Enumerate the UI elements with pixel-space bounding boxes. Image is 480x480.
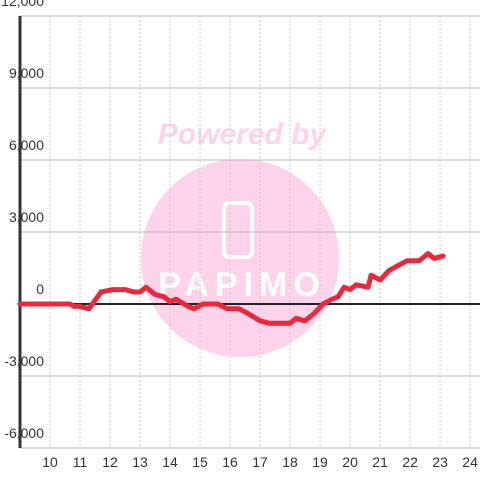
x-tick-label: 10 <box>42 454 58 470</box>
x-tick-label: 24 <box>462 454 478 470</box>
x-tick-label: 22 <box>402 454 418 470</box>
x-tick-label: 18 <box>282 454 298 470</box>
x-tick-label: 11 <box>73 454 88 470</box>
x-tick-label: 16 <box>222 454 238 470</box>
watermark: Powered by PAPIMO <box>141 118 339 357</box>
plot <box>17 251 446 326</box>
y-tick-label: 9,000 <box>9 65 44 81</box>
y-tick-label: -3,000 <box>4 353 44 369</box>
line-series <box>17 251 446 326</box>
x-tick-label: 17 <box>252 454 268 470</box>
x-tick-label: 23 <box>432 454 448 470</box>
x-tick-label: 19 <box>312 454 328 470</box>
x-tick-label: 21 <box>372 454 388 470</box>
grid <box>18 15 480 449</box>
y-tick-label: -6,000 <box>4 425 44 441</box>
y-tick-label: 3,000 <box>9 209 44 225</box>
x-tick-label: 13 <box>132 454 148 470</box>
y-tick-label: 12,000 <box>1 0 44 9</box>
x-tick-label: 14 <box>162 454 178 470</box>
x-tick-label: 12 <box>102 454 118 470</box>
x-tick-label: 15 <box>192 454 208 470</box>
y-tick-label: 0 <box>36 281 44 297</box>
watermark-text: Powered by <box>158 118 328 151</box>
watermark-icon <box>222 201 254 259</box>
x-tick-label: 20 <box>342 454 358 470</box>
watermark-logo: PAPIMO <box>158 266 326 304</box>
y-tick-label: 6,000 <box>9 137 44 153</box>
